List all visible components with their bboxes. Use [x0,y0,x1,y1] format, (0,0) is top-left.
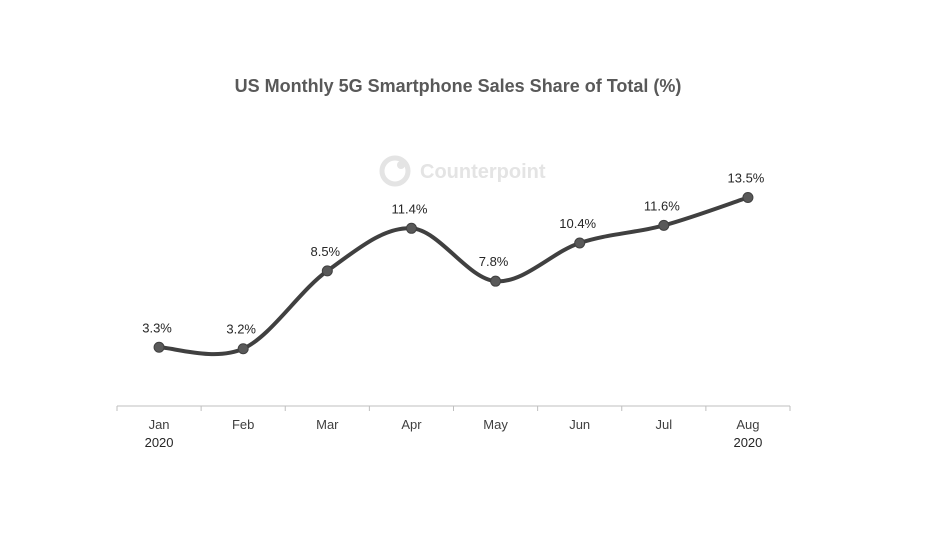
data-point [153,341,165,353]
x-tick-label: Mar [316,417,339,432]
x-tick-label: Jul [656,417,673,432]
x-year-label: 2020 [733,435,762,450]
chart-title: US Monthly 5G Smartphone Sales Share of … [235,76,682,96]
watermark-logo-dot [397,161,405,169]
data-label: 13.5% [728,170,765,185]
x-tick-label: Aug [736,417,759,432]
data-labels: 3.3% 3.2% 8.5% 11.4% 7.8% 10.4% 11.6% 13.5% [142,170,765,336]
data-label: 7.8% [479,254,509,269]
data-label: 3.2% [226,322,256,337]
data-point [742,191,754,203]
watermark: Counterpoint [379,155,546,187]
data-label: 11.6% [644,198,680,213]
data-label: 11.4% [391,201,427,216]
data-point [658,219,670,231]
x-axis-ticks [116,406,791,411]
data-label: 3.3% [142,320,172,335]
data-markers [153,191,754,355]
data-point [405,222,417,234]
x-tick-label: Apr [401,417,422,432]
data-label: 8.5% [310,244,340,259]
x-year-label: 2020 [145,435,174,450]
x-axis-labels: Jan 2020 Feb Mar Apr May Jun Jul Aug 2020 [145,417,763,450]
watermark-logo-icon [379,155,411,187]
x-tick-label: Jun [569,417,590,432]
data-point [321,265,333,277]
data-label: 10.4% [559,216,596,231]
data-point [574,237,586,249]
data-point [237,343,249,355]
data-point [490,275,502,287]
x-tick-label: May [483,417,508,432]
x-tick-label: Jan [149,417,170,432]
series-line [157,195,750,357]
watermark-text: Counterpoint [420,161,546,183]
x-tick-label: Feb [232,417,254,432]
